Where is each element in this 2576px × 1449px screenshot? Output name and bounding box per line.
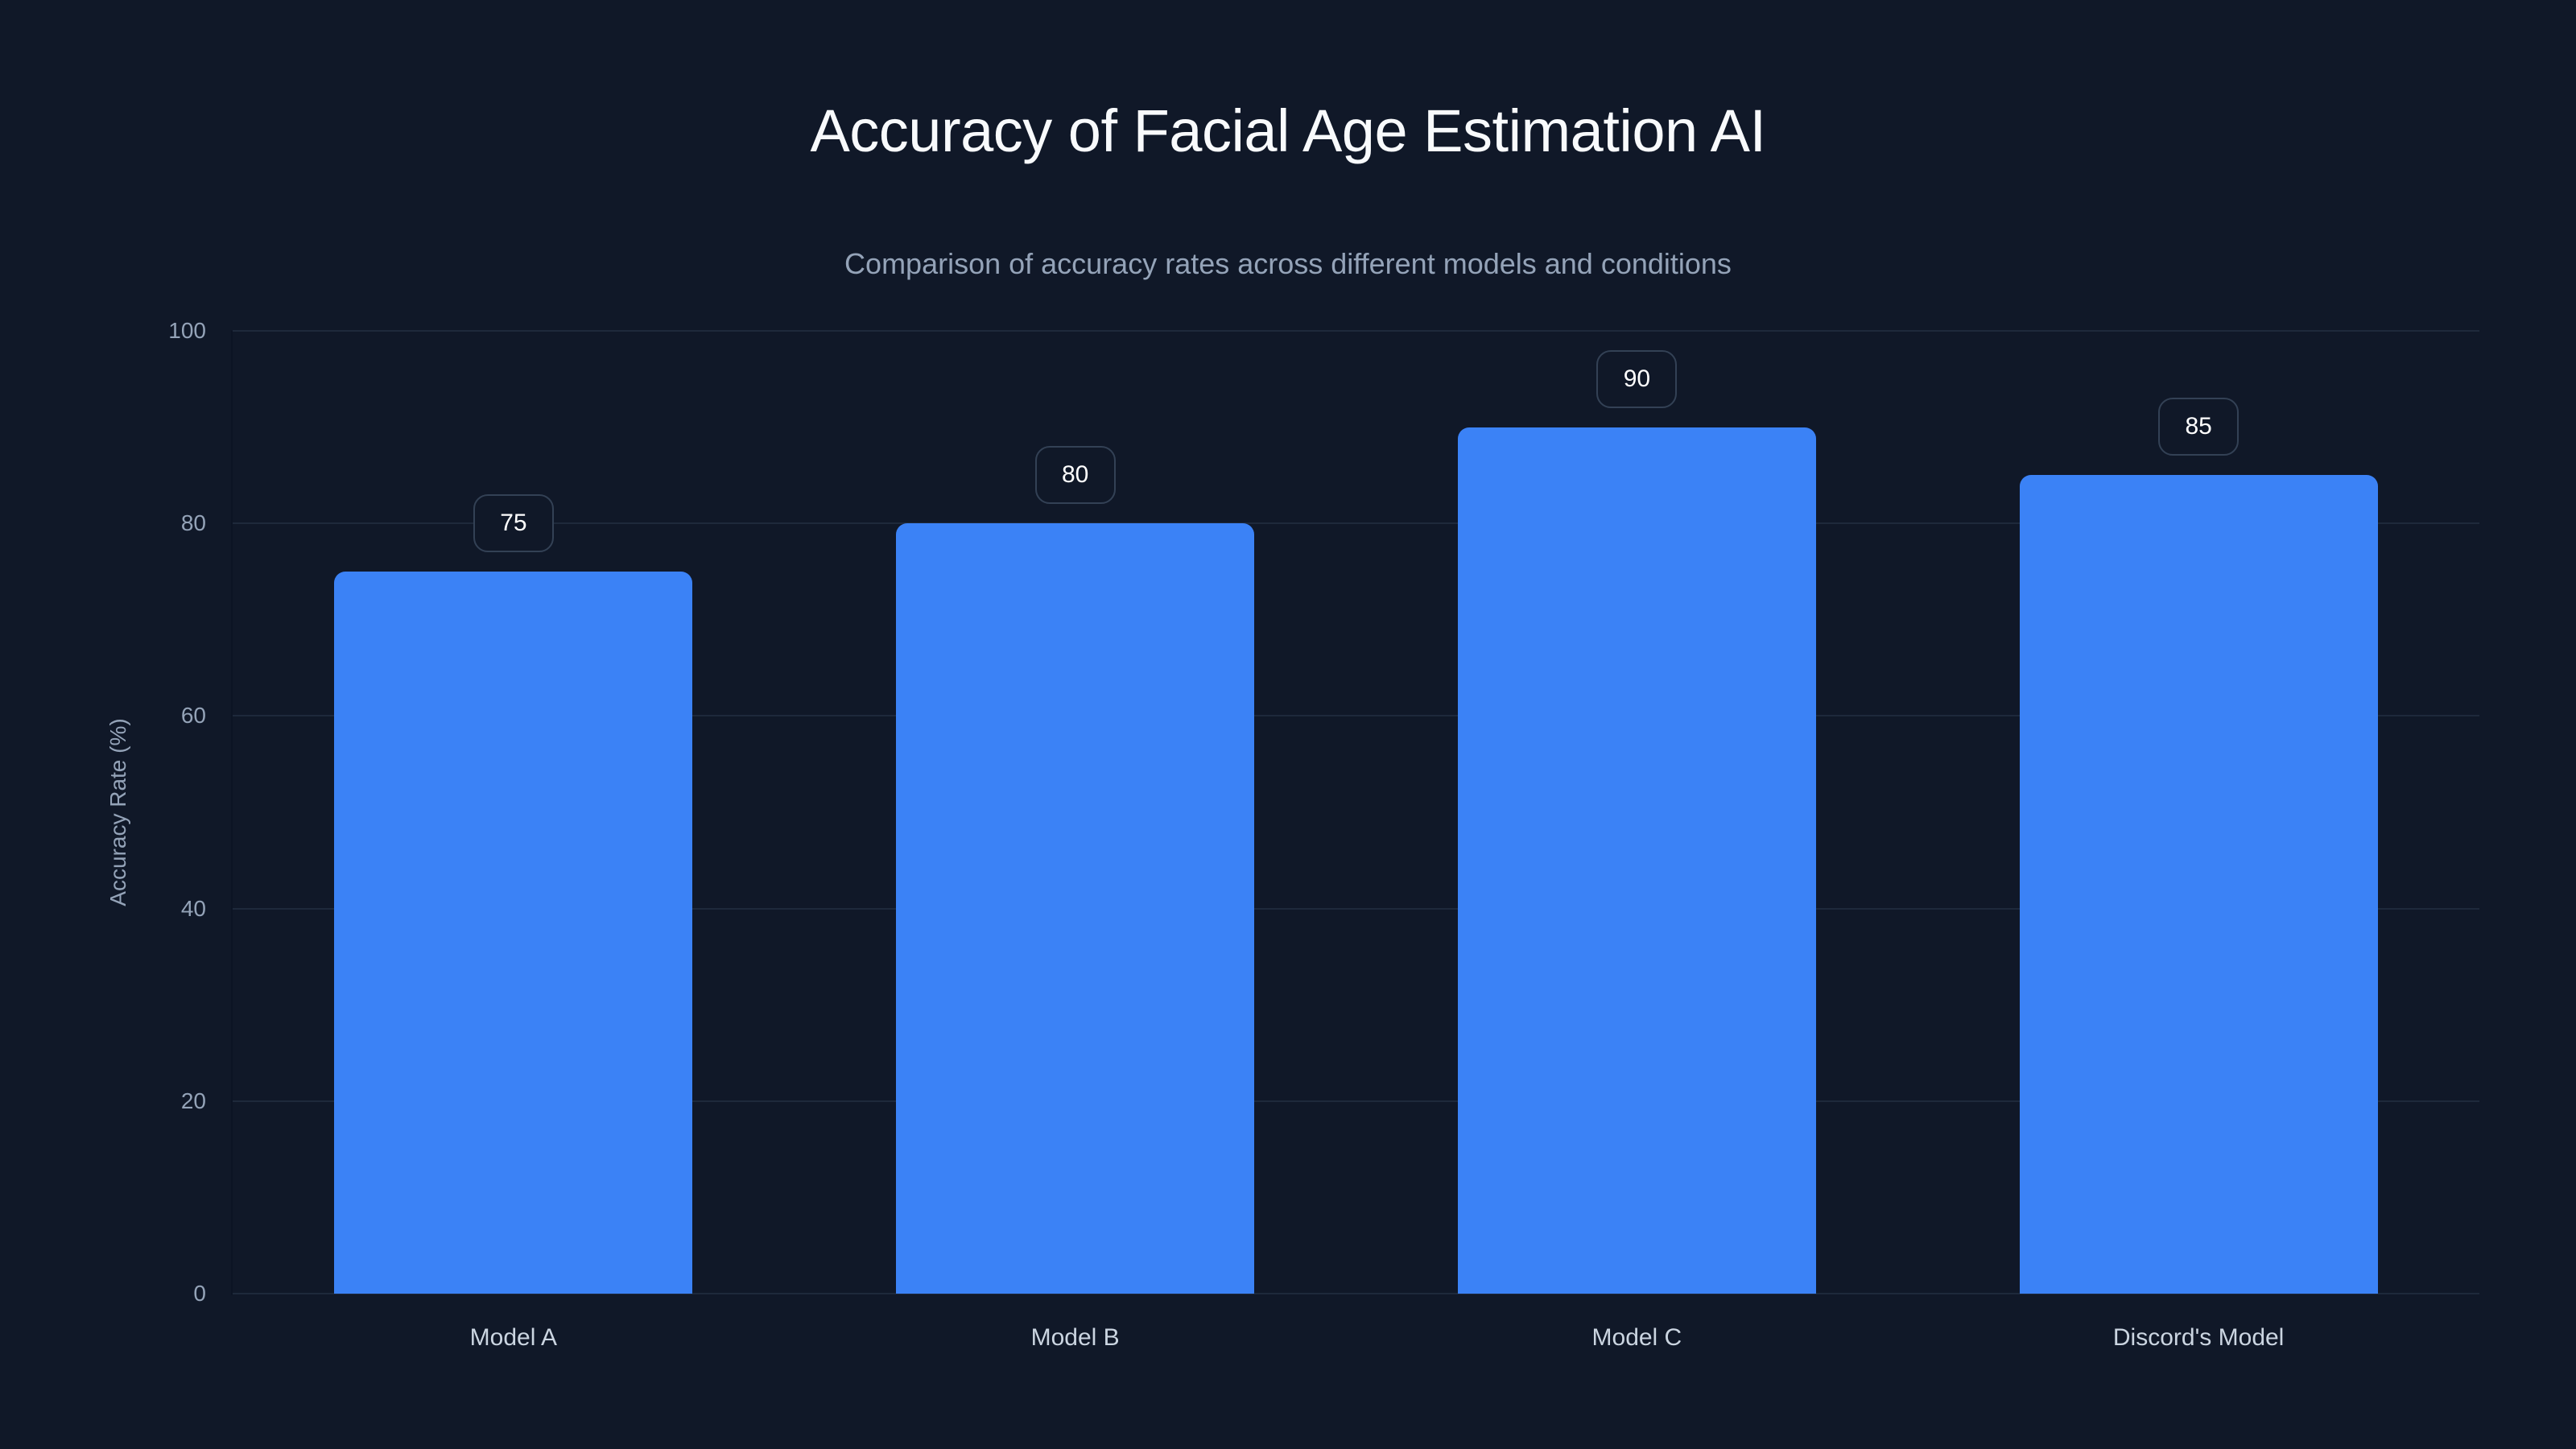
gridline xyxy=(233,330,2479,332)
x-category-label: Model A xyxy=(469,1324,558,1351)
y-tick-label: 100 xyxy=(168,318,206,343)
gridline xyxy=(233,1293,2479,1294)
value-label: 75 xyxy=(473,494,554,552)
plot-area: 75 80 90 85 xyxy=(231,330,2479,1295)
x-category-label: Discord's Model xyxy=(2112,1324,2285,1351)
y-tick-label: 80 xyxy=(180,510,206,536)
gridline xyxy=(233,907,2479,910)
value-label: 85 xyxy=(2158,398,2240,456)
value-label: 80 xyxy=(1034,446,1116,505)
bar[interactable] xyxy=(896,523,1255,1294)
x-category-label: Model B xyxy=(1030,1324,1120,1351)
y-tick-label: 20 xyxy=(180,1088,206,1113)
x-category-label: Model C xyxy=(1591,1324,1682,1351)
y-axis-line xyxy=(231,331,233,1295)
bar[interactable] xyxy=(1457,427,1816,1294)
y-tick-label: 40 xyxy=(180,895,206,921)
y-axis-title: Accuracy Rate (%) xyxy=(105,718,130,906)
chart-title: Accuracy of Facial Age Estimation AI xyxy=(810,97,1766,164)
y-tick-label: 60 xyxy=(180,703,206,729)
bar[interactable] xyxy=(2019,475,2378,1294)
value-label: 90 xyxy=(1596,349,1678,408)
bar[interactable] xyxy=(334,572,693,1294)
gridline xyxy=(233,522,2479,525)
gridline xyxy=(233,715,2479,717)
gridline xyxy=(233,1100,2479,1102)
y-tick-label: 0 xyxy=(193,1281,206,1306)
chart-subtitle: Comparison of accuracy rates across diff… xyxy=(844,247,1732,280)
